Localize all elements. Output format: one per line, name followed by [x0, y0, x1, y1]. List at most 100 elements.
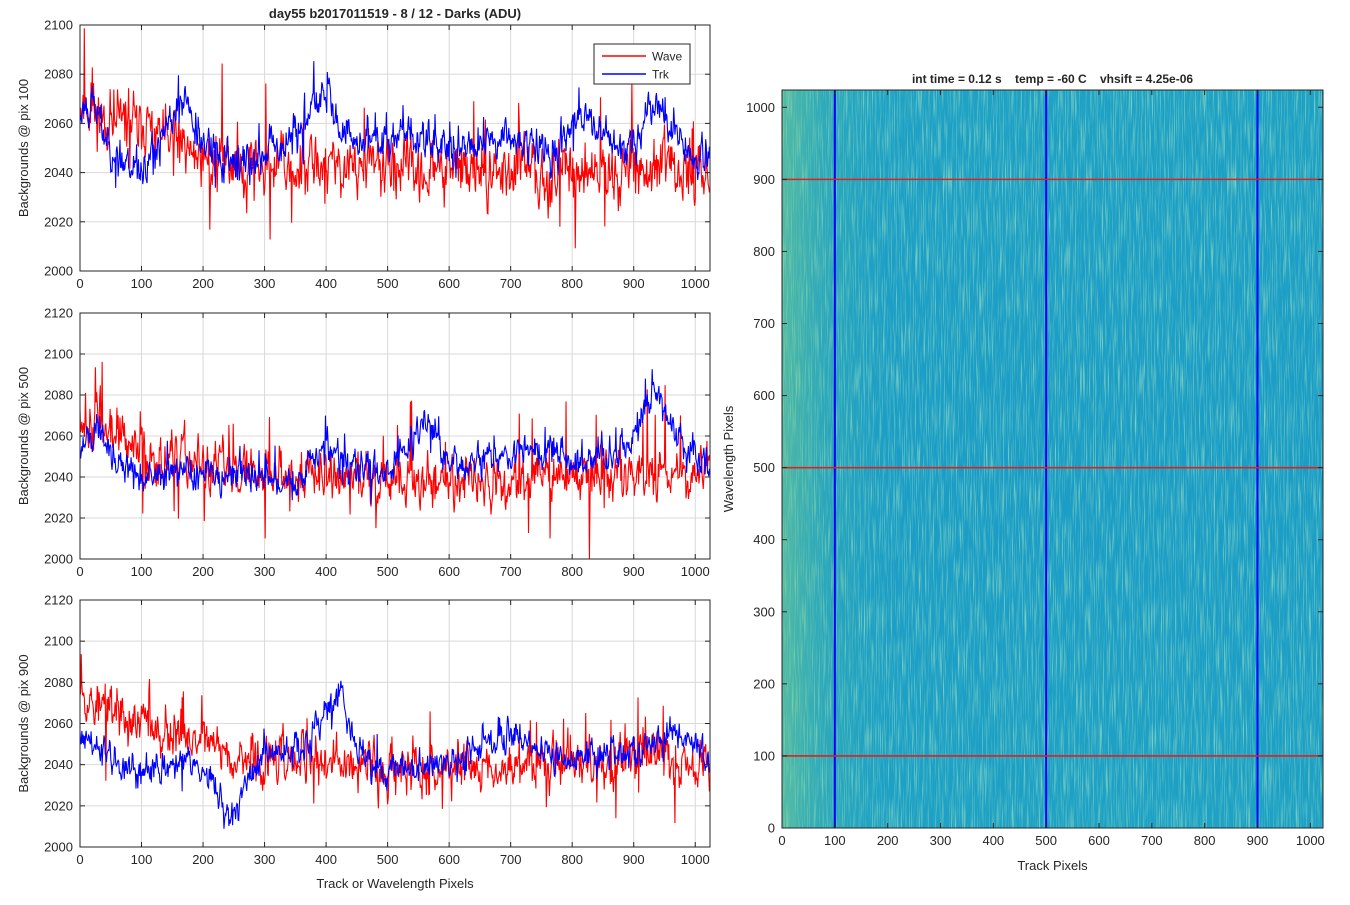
- series-line-trk: [80, 680, 710, 829]
- y-tick-label: 600: [753, 388, 775, 403]
- x-tick-label: 700: [500, 852, 522, 867]
- series-line-trk: [80, 369, 710, 505]
- series-line-wave: [80, 28, 710, 249]
- y-axis-label: Wavelength Pixels: [721, 405, 736, 512]
- x-tick-label: 600: [438, 852, 460, 867]
- y-tick-label: 2000: [44, 552, 73, 567]
- y-tick-label: 300: [753, 604, 775, 619]
- y-tick-label: 100: [753, 748, 775, 763]
- x-tick-label: 0: [76, 564, 83, 579]
- chart-title: day55 b2017011519 - 8 / 12 - Darks (ADU): [269, 6, 521, 21]
- x-tick-label: 200: [192, 276, 214, 291]
- y-tick-label: 2040: [44, 757, 73, 772]
- y-tick-label: 800: [753, 244, 775, 259]
- y-tick-label: 2120: [44, 306, 73, 321]
- x-tick-label: 400: [315, 276, 337, 291]
- y-tick-label: 2080: [44, 675, 73, 690]
- y-tick-label: 2100: [44, 18, 73, 33]
- x-tick-label: 1000: [681, 852, 710, 867]
- x-tick-label: 500: [1035, 833, 1057, 848]
- y-tick-label: 2040: [44, 470, 73, 485]
- y-axis-label: Backgrounds @ pix 900: [16, 654, 31, 792]
- axes-image: 0 100 200 300 400 500 600 700 800 900 1000 0 100 200 3…: [721, 72, 1325, 873]
- x-tick-label: 400: [982, 833, 1004, 848]
- y-tick-label: 1000: [746, 100, 775, 115]
- axes-pix100: 0 100 200 300 400 500 600 700 800 900 1000 2000 2020…: [16, 6, 711, 291]
- x-tick-label: 900: [623, 852, 645, 867]
- y-tick-label: 2040: [44, 165, 73, 180]
- x-tick-label: 500: [377, 564, 399, 579]
- x-tick-label: 200: [192, 852, 214, 867]
- y-axis-label: Backgrounds @ pix 500: [16, 367, 31, 505]
- legend-label-trk: Trk: [652, 68, 670, 82]
- x-tick-label: 300: [254, 852, 276, 867]
- x-tick-label: 200: [877, 833, 899, 848]
- x-tick-label: 400: [315, 564, 337, 579]
- y-tick-label: 400: [753, 532, 775, 547]
- x-tick-label: 900: [623, 276, 645, 291]
- y-tick-label: 500: [753, 460, 775, 475]
- legend-box: [593, 43, 691, 85]
- x-tick-label: 900: [1247, 833, 1269, 848]
- y-tick-label: 2020: [44, 798, 73, 813]
- chart-title: int time = 0.12 s temp = -60 C vhsift = …: [912, 72, 1193, 86]
- axes-pix900: 0 100 200 300 400 500 600 700 800 900 1000 2000 2020…: [16, 593, 711, 891]
- x-tick-label: 300: [254, 564, 276, 579]
- y-tick-label: 200: [753, 676, 775, 691]
- x-tick-label: 500: [377, 852, 399, 867]
- x-tick-label: 0: [778, 833, 785, 848]
- y-tick-label: 900: [753, 172, 775, 187]
- x-axis-label: Track Pixels: [1017, 858, 1088, 873]
- axes-pix500: 0 100 200 300 400 500 600 700 800 900 1000 2000 2020…: [16, 306, 711, 579]
- x-tick-label: 1000: [681, 564, 710, 579]
- x-tick-label: 600: [438, 276, 460, 291]
- x-tick-label: 500: [377, 276, 399, 291]
- y-axis-label: Backgrounds @ pix 100: [16, 79, 31, 217]
- legend-label-wave: Wave: [652, 50, 683, 64]
- axes-frame: [781, 89, 1324, 829]
- y-tick-label: 2100: [44, 634, 73, 649]
- y-tick-label: 2000: [44, 264, 73, 279]
- x-tick-label: 0: [76, 852, 83, 867]
- x-tick-label: 700: [500, 564, 522, 579]
- x-tick-label: 200: [192, 564, 214, 579]
- series-line-wave: [80, 361, 710, 559]
- y-tick-label: 2060: [44, 716, 73, 731]
- x-tick-label: 300: [930, 833, 952, 848]
- heatmap-image: [782, 90, 1323, 828]
- x-tick-label: 600: [438, 564, 460, 579]
- y-tick-label: 700: [753, 316, 775, 331]
- x-tick-label: 1000: [1296, 833, 1325, 848]
- x-tick-label: 700: [500, 276, 522, 291]
- x-tick-label: 100: [824, 833, 846, 848]
- axes-frame: [79, 24, 711, 272]
- x-tick-label: 800: [561, 276, 583, 291]
- y-tick-label: 2080: [44, 67, 73, 82]
- x-tick-label: 300: [254, 276, 276, 291]
- series-line-trk: [80, 61, 710, 188]
- y-tick-label: 2060: [44, 116, 73, 131]
- y-tick-label: 2060: [44, 429, 73, 444]
- y-tick-label: 2020: [44, 511, 73, 526]
- x-tick-label: 800: [1194, 833, 1216, 848]
- x-tick-label: 800: [561, 564, 583, 579]
- y-tick-label: 0: [768, 821, 775, 836]
- x-axis-label: Track or Wavelength Pixels: [316, 876, 474, 891]
- x-tick-label: 800: [561, 852, 583, 867]
- x-tick-label: 100: [131, 276, 153, 291]
- x-tick-label: 700: [1141, 833, 1163, 848]
- y-tick-label: 2000: [44, 840, 73, 855]
- y-tick-label: 2100: [44, 347, 73, 362]
- x-tick-label: 900: [623, 564, 645, 579]
- legend: Wave Trk: [593, 43, 691, 85]
- y-tick-label: 2080: [44, 388, 73, 403]
- heatmap-edge-glow: [782, 90, 1323, 828]
- x-tick-label: 100: [131, 564, 153, 579]
- y-tick-label: 2020: [44, 214, 73, 229]
- y-tick-label: 2120: [44, 593, 73, 608]
- x-tick-label: 1000: [681, 276, 710, 291]
- x-tick-label: 600: [1088, 833, 1110, 848]
- x-tick-label: 0: [76, 276, 83, 291]
